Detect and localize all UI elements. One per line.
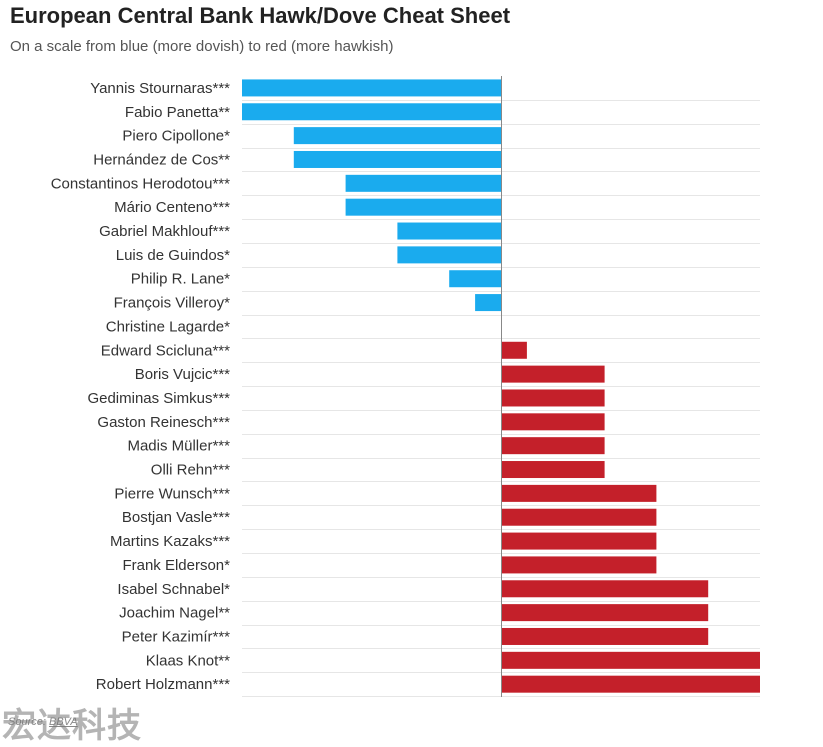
source-note: Source: BBVA bbox=[8, 716, 78, 728]
bars bbox=[242, 79, 760, 693]
category-label: Gabriel Makhlouf*** bbox=[99, 223, 230, 240]
category-label: Olli Rehn*** bbox=[151, 462, 230, 479]
hawk-bar[interactable] bbox=[501, 627, 709, 645]
category-label: Klaas Knot** bbox=[146, 652, 230, 669]
category-label: Christine Lagarde* bbox=[106, 318, 230, 335]
category-label: Joachim Nagel** bbox=[119, 605, 230, 622]
category-label: Yannis Stournaras*** bbox=[90, 80, 230, 97]
category-label: Constantinos Herodotou*** bbox=[51, 175, 230, 192]
hawk-bar[interactable] bbox=[501, 604, 709, 622]
dove-bar[interactable] bbox=[242, 103, 501, 121]
category-label: Hernández de Cos** bbox=[93, 151, 230, 168]
category-label: Edward Scicluna*** bbox=[101, 342, 230, 359]
category-label: Isabel Schnabel* bbox=[117, 581, 230, 598]
dove-bar[interactable] bbox=[475, 294, 501, 312]
hawk-bar[interactable] bbox=[501, 508, 657, 526]
category-label: Peter Kazimír*** bbox=[122, 628, 231, 645]
category-label: Luis de Guindos* bbox=[116, 247, 230, 264]
dove-bar[interactable] bbox=[345, 174, 501, 192]
hawk-bar[interactable] bbox=[501, 556, 657, 574]
source-prefix: Source: bbox=[8, 716, 46, 728]
category-label: Boris Vujcic*** bbox=[135, 366, 230, 383]
category-label: Gediminas Simkus*** bbox=[87, 390, 230, 407]
category-label: Bostjan Vasle*** bbox=[122, 509, 230, 526]
hawk-bar[interactable] bbox=[501, 389, 605, 407]
hawk-bar[interactable] bbox=[501, 532, 657, 550]
watermark-logo: 宏达科技 bbox=[2, 706, 142, 746]
dove-bar[interactable] bbox=[397, 246, 501, 264]
chart-title: European Central Bank Hawk/Dove Cheat Sh… bbox=[10, 3, 511, 28]
chart-subtitle: On a scale from blue (more dovish) to re… bbox=[10, 38, 394, 55]
hawk-bar[interactable] bbox=[501, 651, 760, 669]
hawk-bar[interactable] bbox=[501, 365, 605, 383]
hawk-bar[interactable] bbox=[501, 484, 657, 502]
category-label: Robert Holzmann*** bbox=[96, 676, 230, 693]
category-label: Mário Centeno*** bbox=[114, 199, 230, 216]
category-label: Fabio Panetta** bbox=[125, 104, 230, 121]
hawk-bar[interactable] bbox=[501, 461, 605, 479]
hawk-bar[interactable] bbox=[501, 413, 605, 431]
category-label: Philip R. Lane* bbox=[131, 271, 230, 288]
hawk-bar[interactable] bbox=[501, 341, 527, 359]
category-label: Pierre Wunsch*** bbox=[114, 485, 230, 502]
category-label: Frank Elderson* bbox=[122, 557, 230, 574]
dove-bar[interactable] bbox=[242, 79, 501, 97]
hawk-bar[interactable] bbox=[501, 675, 760, 693]
category-label: Gaston Reinesch*** bbox=[97, 414, 230, 431]
category-label: Madis Müller*** bbox=[127, 438, 230, 455]
dove-bar[interactable] bbox=[345, 198, 501, 216]
category-label: Piero Cipollone* bbox=[122, 128, 230, 145]
hawk-bar[interactable] bbox=[501, 580, 709, 598]
category-label: Martins Kazaks*** bbox=[110, 533, 230, 550]
hawk-bar[interactable] bbox=[501, 437, 605, 455]
category-label: François Villeroy* bbox=[114, 295, 231, 312]
dove-bar[interactable] bbox=[449, 270, 501, 288]
dove-bar[interactable] bbox=[293, 127, 501, 145]
dove-bar[interactable] bbox=[293, 150, 501, 168]
hawk-dove-bar-chart: Yannis Stournaras*** Fabio Panetta** Piero… bbox=[51, 76, 760, 697]
source-link[interactable]: BBVA bbox=[48, 716, 78, 728]
dove-bar[interactable] bbox=[397, 222, 501, 240]
category-labels: Yannis Stournaras*** Fabio Panetta** Piero… bbox=[51, 80, 230, 693]
